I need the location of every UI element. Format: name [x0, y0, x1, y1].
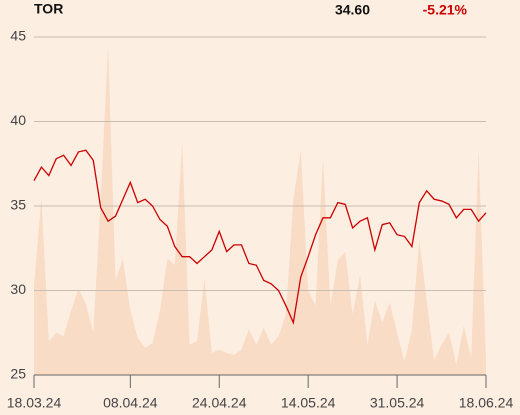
- x-tick-label: 14.05.24: [281, 395, 336, 411]
- price-line: [33, 149, 487, 325]
- price: 34.60: [335, 2, 370, 18]
- x-tick-label: 08.04.24: [103, 395, 158, 411]
- change: -5.21%: [423, 2, 468, 18]
- volume-area: [34, 45, 486, 375]
- y-tick-label: 40: [10, 112, 26, 128]
- x-tick-label: 31.05.24: [370, 395, 425, 411]
- y-tick-label: 25: [10, 366, 26, 382]
- x-tick-label: 18.06.24: [459, 395, 514, 411]
- ticker: TOR: [34, 1, 63, 17]
- y-tick-label: 35: [10, 197, 26, 213]
- y-tick-label: 30: [10, 281, 26, 297]
- y-tick-label: 45: [10, 28, 26, 44]
- x-tick-label: 18.03.24: [7, 395, 62, 411]
- x-tick-label: 24.04.24: [192, 395, 247, 411]
